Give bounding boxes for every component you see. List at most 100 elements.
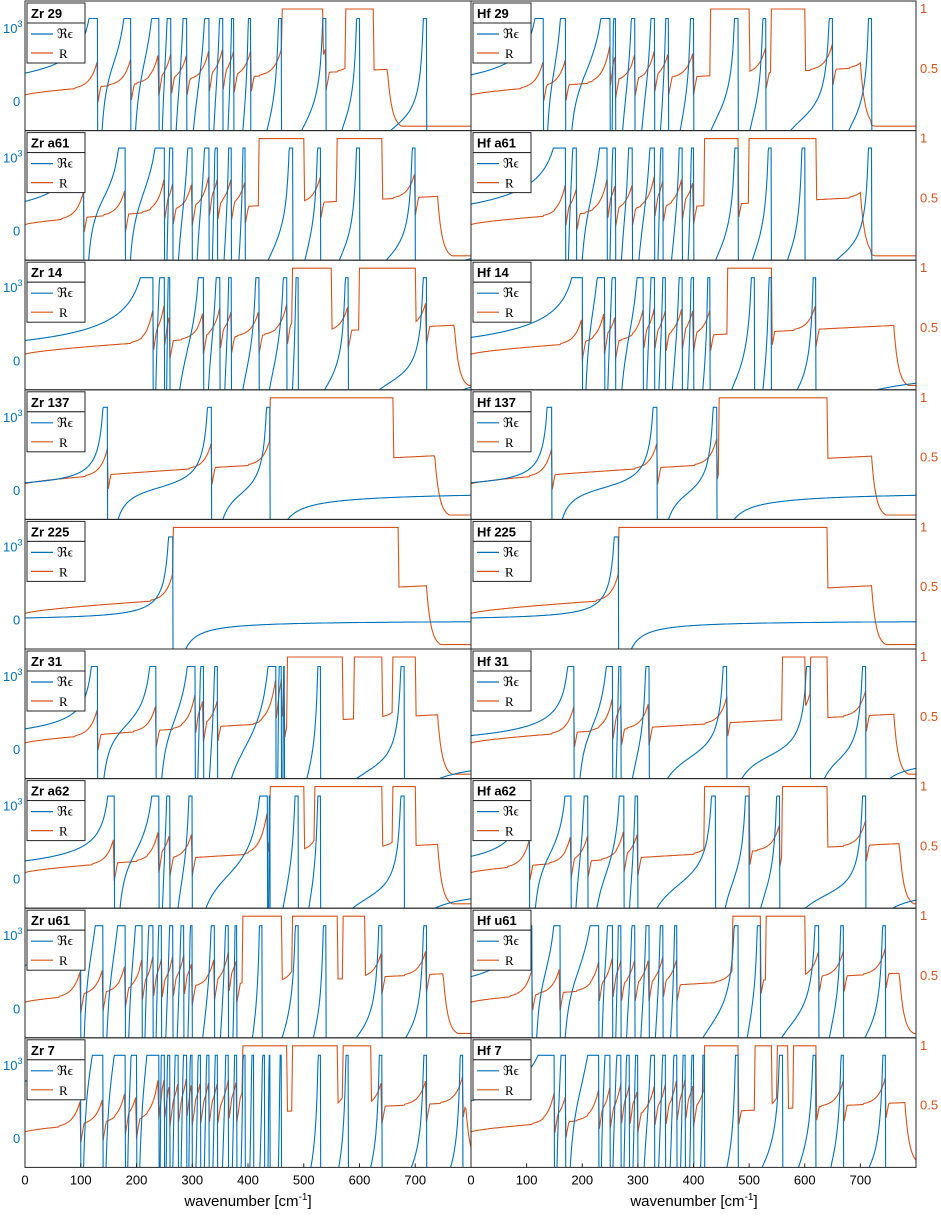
legend-R-label: R	[59, 176, 68, 191]
legend-box	[26, 152, 86, 194]
ytick-label-1e3: 103	[3, 667, 22, 684]
R-series-line	[25, 267, 471, 386]
right-ytick-label-0.5: 0.5	[920, 450, 938, 465]
right-ytick-label-0.5: 0.5	[920, 838, 938, 853]
legend-eps-label: ℜϵ	[503, 933, 519, 948]
panel-title: Hf 29	[477, 6, 509, 21]
eps-series-line	[25, 1054, 464, 1168]
axes-box	[470, 389, 917, 520]
panel-title: Hf a61	[477, 136, 516, 151]
legend-box	[26, 22, 86, 64]
legend-eps-label: ℜϵ	[57, 674, 73, 689]
legend-box	[26, 1059, 86, 1101]
axes-box	[24, 130, 472, 261]
legend-eps-label: ℜϵ	[57, 933, 73, 948]
panel-hf-7: 1 0.5 Hf 7ℜϵ R	[470, 1037, 938, 1168]
legend-box	[472, 1059, 532, 1101]
R-series-line	[471, 786, 916, 905]
panel-title: Zr 7	[31, 1043, 55, 1058]
xtick-label: 600	[349, 1172, 371, 1187]
legend-eps-label: ℜϵ	[503, 285, 519, 300]
panel-title: Hf 7	[477, 1043, 502, 1058]
legend-eps-label: ℜϵ	[503, 415, 519, 430]
ytick-label-1e3: 103	[3, 537, 22, 554]
ytick-label-0: 0	[13, 1001, 20, 1016]
panel-title: Zr 225	[31, 524, 69, 539]
xtick-label: 0	[21, 1172, 28, 1187]
legend-box	[26, 540, 86, 582]
panel-zr-29: 103 0 Zr 29 ℜϵ R	[3, 0, 472, 132]
panel-hf-225: 1 0.5 Hf 225 ℜϵ R	[470, 518, 938, 650]
legend-eps-label: ℜϵ	[503, 156, 519, 171]
eps-series-line	[471, 795, 916, 909]
R-series-line	[25, 8, 471, 127]
ytick-label-0: 0	[13, 612, 20, 627]
right-ytick-label-0.5: 0.5	[920, 579, 938, 594]
panel-zr-31: 103 0 Zr 31 ℜϵ R	[3, 648, 472, 780]
legend-R-label: R	[505, 694, 514, 709]
panel-title: Hf 225	[477, 524, 516, 539]
ytick-label-1e3: 103	[3, 1056, 22, 1073]
right-ytick-label-0.5: 0.5	[920, 320, 938, 335]
legend-eps-label: ℜϵ	[57, 1063, 73, 1078]
panel-hf-14: 1 0.5 Hf 14 ℜϵ R	[470, 259, 938, 391]
xtick-label: 100	[70, 1172, 92, 1187]
panel-title: Hf 137	[477, 395, 516, 410]
panel-hf-a61: 1 0.5 Hf a61 ℜϵ R	[470, 130, 938, 261]
eps-series-line	[25, 17, 471, 131]
legend-R-label: R	[505, 176, 514, 191]
legend-eps-label: ℜϵ	[503, 1063, 519, 1078]
R-series-line	[25, 915, 471, 1034]
right-ytick-label-1: 1	[920, 1, 927, 16]
legend-eps-label: ℜϵ	[57, 804, 73, 819]
legend-R-label: R	[505, 1083, 514, 1098]
ytick-label-1e3: 103	[3, 797, 22, 814]
x-axis-label-right: wavenumber [cm-1]	[629, 1192, 757, 1210]
right-ytick-label-1: 1	[920, 908, 927, 923]
xtick-label: 200	[126, 1172, 148, 1187]
legend-box	[472, 152, 532, 194]
xtick-label: 700	[850, 1172, 872, 1187]
axes-box	[24, 907, 472, 1039]
right-ytick-label-0.5: 0.5	[920, 1098, 938, 1113]
legend-box	[472, 670, 532, 712]
xtick-label: 400	[683, 1172, 705, 1187]
ytick-label-0: 0	[13, 483, 20, 498]
right-ytick-label-1: 1	[920, 1038, 927, 1053]
eps-series-line	[471, 925, 887, 1038]
panel-title: Hf u61	[477, 913, 517, 928]
panel-title: Hf a62	[477, 784, 516, 799]
panel-hf-29: 1 0.5 Hf 29 ℜϵ R	[470, 0, 938, 132]
legend-R-label: R	[59, 305, 68, 320]
xtick-label: 400	[237, 1172, 259, 1187]
eps-series-line	[471, 406, 916, 520]
legend-R-label: R	[59, 824, 68, 839]
panel-title: Zr u61	[31, 913, 70, 928]
R-series-line	[25, 526, 471, 646]
axes-box	[24, 518, 472, 650]
legend-box	[26, 800, 86, 842]
legend-eps-label: ℜϵ	[57, 285, 73, 300]
axes-box	[470, 518, 917, 650]
right-ytick-label-1: 1	[920, 779, 927, 794]
ytick-label-0: 0	[13, 1131, 20, 1146]
legend-box	[472, 411, 532, 453]
legend-box	[26, 281, 86, 323]
eps-series-line	[25, 925, 428, 1038]
R-series-line	[471, 526, 916, 646]
legend-eps-label: ℜϵ	[57, 156, 73, 171]
eps-series-line	[471, 277, 916, 390]
right-ytick-label-1: 1	[920, 649, 927, 664]
R-series-line	[25, 138, 471, 257]
panel-title: Zr 137	[31, 395, 69, 410]
R-series-line	[471, 656, 916, 775]
legend-R-label: R	[59, 435, 68, 450]
xtick-label: 200	[571, 1172, 593, 1187]
R-series-line	[471, 915, 916, 1034]
legend-eps-label: ℜϵ	[503, 26, 519, 41]
panel-hf-137: 1 0.5 Hf 137 ℜϵ R	[470, 389, 938, 520]
legend-R-label: R	[505, 824, 514, 839]
legend-R-label: R	[59, 953, 68, 968]
xtick-label: 600	[794, 1172, 816, 1187]
